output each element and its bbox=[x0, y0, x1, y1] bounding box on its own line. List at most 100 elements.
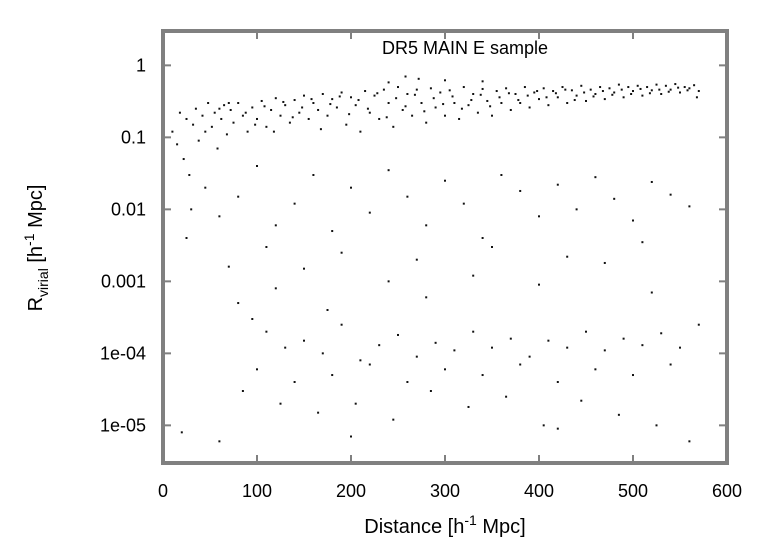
data-point bbox=[354, 402, 357, 405]
data-point bbox=[523, 86, 526, 89]
data-point bbox=[345, 123, 348, 126]
data-point bbox=[641, 241, 644, 244]
data-point bbox=[575, 94, 578, 97]
data-point bbox=[185, 117, 188, 120]
data-point bbox=[274, 224, 277, 227]
data-point bbox=[514, 93, 517, 95]
data-point bbox=[279, 402, 282, 405]
data-point bbox=[575, 208, 578, 211]
data-point bbox=[613, 197, 616, 200]
data-point bbox=[491, 346, 493, 349]
data-point bbox=[566, 102, 569, 104]
data-point bbox=[303, 267, 305, 270]
data-point bbox=[378, 344, 381, 347]
data-point bbox=[265, 246, 268, 248]
data-point bbox=[335, 106, 338, 109]
data-point bbox=[444, 79, 446, 82]
data-point bbox=[507, 92, 510, 95]
data-point bbox=[476, 111, 479, 114]
data-point bbox=[467, 405, 470, 408]
data-point bbox=[500, 102, 503, 104]
data-point bbox=[556, 96, 559, 99]
data-point bbox=[256, 117, 258, 120]
data-point bbox=[373, 94, 376, 97]
data-point bbox=[547, 104, 550, 107]
data-point bbox=[293, 202, 296, 205]
data-point bbox=[232, 121, 235, 124]
data-point bbox=[481, 80, 484, 83]
data-point bbox=[415, 258, 418, 261]
data-point bbox=[246, 130, 249, 133]
data-point bbox=[669, 193, 672, 196]
data-point bbox=[500, 174, 503, 176]
y-tick-label: 1e-05 bbox=[100, 415, 146, 435]
data-point bbox=[303, 94, 305, 97]
data-point bbox=[444, 368, 446, 371]
data-point bbox=[225, 133, 228, 136]
data-point bbox=[542, 424, 545, 427]
data-point bbox=[632, 90, 634, 93]
data-point bbox=[387, 102, 390, 104]
data-point bbox=[256, 368, 258, 371]
data-point bbox=[486, 99, 489, 102]
data-point bbox=[338, 95, 341, 98]
data-point bbox=[368, 211, 371, 214]
data-point bbox=[237, 302, 240, 305]
x-tick-label: 0 bbox=[158, 481, 168, 501]
data-point bbox=[566, 255, 569, 258]
y-axis-label-main: R bbox=[25, 297, 47, 311]
data-point bbox=[376, 92, 379, 95]
data-point bbox=[695, 96, 698, 99]
data-point bbox=[613, 91, 616, 94]
data-point bbox=[331, 230, 334, 233]
data-point bbox=[451, 95, 454, 98]
data-point bbox=[472, 93, 475, 95]
y-axis-label-after: Mpc] bbox=[25, 185, 47, 234]
data-point bbox=[556, 427, 559, 430]
data-point bbox=[660, 332, 663, 335]
data-point bbox=[307, 117, 310, 120]
data-point bbox=[697, 90, 700, 93]
data-point bbox=[413, 93, 416, 96]
data-point bbox=[404, 75, 407, 78]
data-point bbox=[368, 363, 371, 366]
data-point bbox=[284, 346, 287, 349]
data-point bbox=[552, 90, 555, 93]
data-point bbox=[533, 91, 536, 94]
x-axis-label-after: Mpc] bbox=[477, 516, 526, 538]
y-tick-label: 0.01 bbox=[111, 199, 146, 219]
data-point bbox=[679, 91, 681, 94]
data-point bbox=[227, 265, 230, 268]
data-point bbox=[204, 186, 207, 189]
data-point bbox=[340, 91, 343, 94]
data-point bbox=[646, 86, 649, 89]
data-point bbox=[491, 246, 493, 248]
data-point bbox=[425, 224, 428, 227]
data-point bbox=[274, 97, 277, 100]
data-point bbox=[603, 261, 606, 264]
x-tick-label: 500 bbox=[618, 481, 648, 501]
data-point bbox=[622, 337, 625, 340]
data-point bbox=[331, 98, 334, 101]
data-point bbox=[366, 107, 369, 110]
data-point bbox=[293, 381, 296, 383]
data-point bbox=[688, 440, 691, 443]
data-point bbox=[321, 352, 324, 355]
x-tick-label: 300 bbox=[430, 481, 460, 501]
data-point bbox=[406, 381, 409, 383]
data-point bbox=[489, 105, 492, 108]
data-point bbox=[519, 102, 522, 104]
y-axis-label-mid: [h bbox=[25, 246, 47, 268]
data-point bbox=[481, 374, 484, 377]
data-point bbox=[630, 93, 633, 95]
data-point bbox=[655, 424, 658, 427]
data-point bbox=[570, 89, 573, 92]
data-point bbox=[669, 363, 672, 366]
data-point bbox=[556, 183, 559, 186]
data-point bbox=[545, 96, 548, 99]
y-axis-label-group: Rvirial [h-1 Mpc] bbox=[21, 185, 51, 312]
data-point bbox=[664, 84, 667, 87]
x-axis-label: Distance [h-1 Mpc] bbox=[364, 512, 525, 538]
data-point bbox=[279, 114, 282, 117]
data-point bbox=[498, 96, 501, 99]
